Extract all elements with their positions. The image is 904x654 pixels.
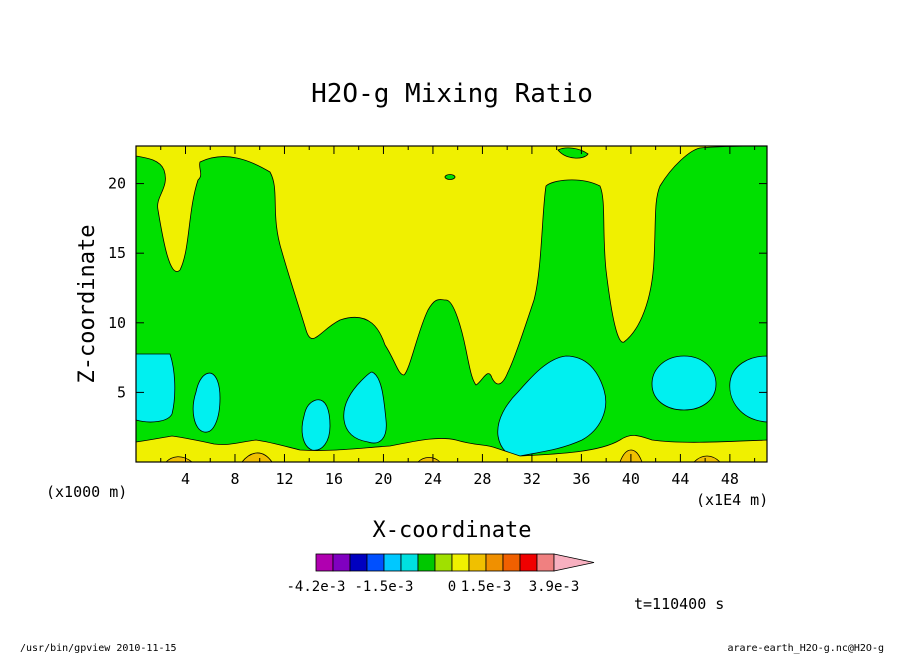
chart-title: H2O-g Mixing Ratio xyxy=(311,79,593,109)
colorbar-swatch xyxy=(383,553,402,572)
x-unit-left-label: (x1000 m) xyxy=(46,483,127,501)
y-tick-label: 10 xyxy=(108,314,126,332)
x-tick-label: 44 xyxy=(671,470,689,488)
contour-cyan-region-3 xyxy=(301,399,331,451)
plot-area xyxy=(135,145,768,463)
contour-tiny-island xyxy=(444,174,456,180)
x-tick-label: 4 xyxy=(181,470,190,488)
x-tick-label: 12 xyxy=(275,470,293,488)
footer-right: arare-earth_H2O-g.nc@H2O-g xyxy=(727,643,884,654)
colorbar-label: 1.5e-3 xyxy=(461,579,512,595)
colorbar-swatch xyxy=(536,553,555,572)
x-tick-label: 20 xyxy=(374,470,392,488)
x-axis-label: X-coordinate xyxy=(373,518,532,543)
y-tick-label: 15 xyxy=(108,244,126,262)
colorbar-swatch xyxy=(315,553,334,572)
contour-small-green-island xyxy=(557,147,589,159)
colorbar xyxy=(315,553,595,572)
colorbar-swatch xyxy=(332,553,351,572)
y-tick-label: 5 xyxy=(117,383,126,401)
colorbar-swatch xyxy=(502,553,521,572)
footer-left: /usr/bin/gpview 2010-11-15 xyxy=(20,643,177,654)
colorbar-arrow xyxy=(553,553,595,572)
x-tick-label: 36 xyxy=(572,470,590,488)
contour-green-region xyxy=(135,145,768,463)
colorbar-swatch xyxy=(349,553,368,572)
colorbar-swatch xyxy=(468,553,487,572)
plot-frame xyxy=(135,145,768,463)
contour-yellow-bottom-band xyxy=(135,435,768,463)
x-tick-label: 28 xyxy=(473,470,491,488)
colorbar-swatch xyxy=(417,553,436,572)
colorbar-label: 3.9e-3 xyxy=(529,579,580,595)
x-tick-label: 32 xyxy=(523,470,541,488)
x-tick-label: 48 xyxy=(721,470,739,488)
y-tick-label: 20 xyxy=(108,175,126,193)
x-tick-label: 40 xyxy=(622,470,640,488)
colorbar-swatch xyxy=(485,553,504,572)
time-label: t=110400 s xyxy=(634,595,724,613)
colorbar-swatch xyxy=(451,553,470,572)
colorbar-label: -1.5e-3 xyxy=(354,579,413,595)
contour-cyan-region-4 xyxy=(343,371,387,444)
colorbar-swatch xyxy=(434,553,453,572)
colorbar-label: -4.2e-3 xyxy=(286,579,345,595)
contour-cyan-region-6 xyxy=(651,355,717,411)
colorbar-label: 0 xyxy=(448,579,456,595)
colorbar-swatch xyxy=(519,553,538,572)
y-axis: 5 10 15 20 xyxy=(108,175,767,401)
contour-cyan-region-2 xyxy=(192,372,221,433)
x-tick-label: 24 xyxy=(424,470,442,488)
contour-cyan-region-7 xyxy=(729,355,768,423)
x-unit-right-label: (x1E4 m) xyxy=(696,491,768,509)
contour-cyan-region-1 xyxy=(135,353,176,423)
colorbar-labels: -4.2e-3 -1.5e-3 0 1.5e-3 3.9e-3 xyxy=(286,579,579,595)
x-tick-label: 8 xyxy=(230,470,239,488)
y-axis-label: Z-coordinate xyxy=(75,225,100,384)
x-axis: 4 8 12 16 20 24 28 32 36 40 44 48 xyxy=(160,146,756,488)
colorbar-swatch xyxy=(366,553,385,572)
colorbar-swatch xyxy=(400,553,419,572)
x-tick-label: 16 xyxy=(325,470,343,488)
